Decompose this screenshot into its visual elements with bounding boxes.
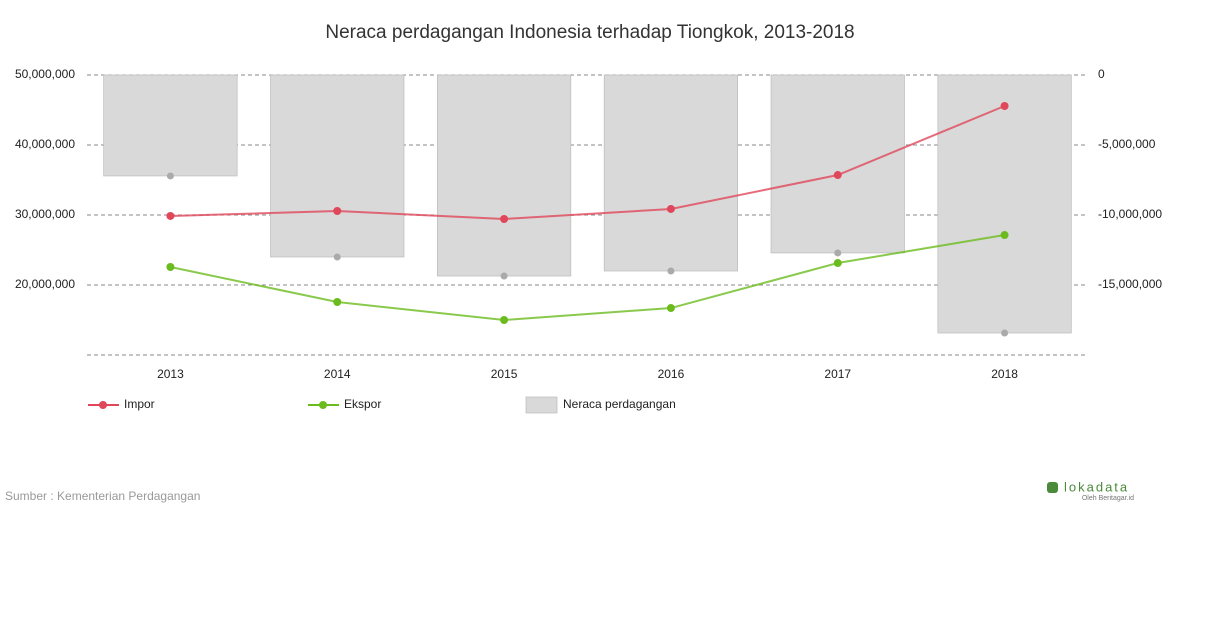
x-tick-label: 2013 [157, 367, 184, 381]
x-tick-label: 2018 [991, 367, 1018, 381]
bar-marker [166, 172, 174, 180]
x-tick-label: 2015 [491, 367, 518, 381]
point [333, 298, 342, 307]
logo: lokadata Oleh Beritagar.id [1047, 479, 1134, 502]
point [1000, 231, 1009, 240]
bar-marker [1001, 329, 1009, 337]
point [833, 171, 842, 180]
point [166, 211, 175, 220]
bar-marker [667, 267, 675, 275]
logo-icon [1047, 482, 1058, 493]
source: Sumber : Kementerian Perdagangan [5, 489, 200, 503]
y2-tick-label: -15,000,000 [1098, 277, 1162, 291]
point [1000, 102, 1009, 111]
point [666, 304, 675, 313]
legend-dot [319, 401, 327, 409]
legend-label: Ekspor [344, 397, 381, 411]
bar [270, 74, 405, 258]
y-tick-label: 40,000,000 [15, 137, 75, 151]
line [170, 234, 1005, 322]
chart-title: Neraca perdagangan Indonesia terhadap Ti… [325, 22, 854, 43]
bar-marker [333, 253, 341, 261]
bar-marker [500, 272, 508, 280]
x-tick-label: 2016 [658, 367, 685, 381]
x-tick-label: 2014 [324, 367, 351, 381]
point [833, 259, 842, 268]
legend-label: Impor [124, 397, 155, 411]
point [666, 204, 675, 213]
bar-marker [834, 249, 842, 257]
y-tick-label: 50,000,000 [15, 67, 75, 81]
point [333, 207, 342, 216]
bar [603, 74, 739, 272]
y-tick-label: 30,000,000 [15, 207, 75, 221]
bar [437, 74, 572, 277]
legend-label: Neraca perdagangan [563, 397, 676, 411]
y-tick-label: 20,000,000 [15, 277, 75, 291]
x-tick-label: 2017 [824, 367, 851, 381]
logo-text: lokadata [1064, 479, 1129, 494]
bar [770, 74, 905, 254]
y2-tick-label: 0 [1098, 67, 1105, 81]
point [500, 316, 509, 324]
legend-dot [99, 401, 107, 409]
bar [937, 74, 1072, 334]
point [500, 214, 509, 223]
legend-swatch [525, 396, 558, 414]
y2-tick-label: -10,000,000 [1098, 207, 1162, 221]
logo-sub: Oleh Beritagar.id [1082, 495, 1134, 502]
bar [103, 74, 238, 177]
line [170, 105, 1005, 220]
point [166, 263, 175, 272]
y2-tick-label: -5,000,000 [1098, 137, 1156, 151]
